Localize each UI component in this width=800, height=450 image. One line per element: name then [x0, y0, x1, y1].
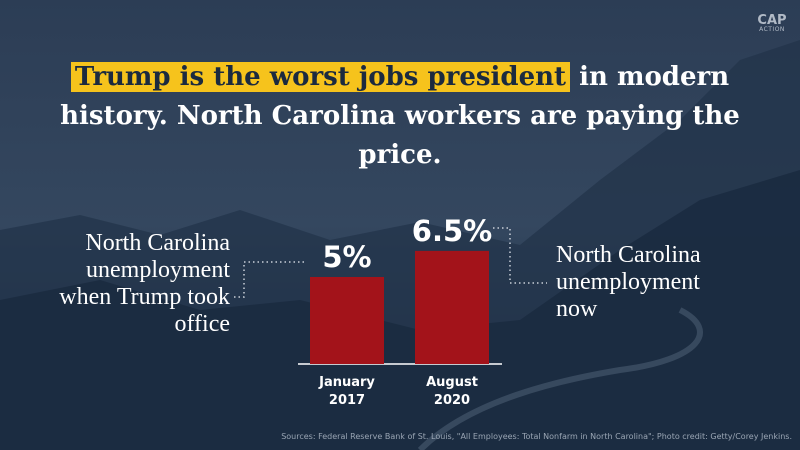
bar [310, 277, 384, 364]
title-rest: in modern history. North Carolina worker… [60, 62, 740, 170]
x-tick-label: January 2017 [319, 375, 375, 408]
value-label: 6.5% [412, 214, 492, 248]
connector [493, 227, 547, 284]
source: Sources: Federal Reserve Bank of St. Lou… [281, 432, 792, 441]
value-label: 5% [322, 240, 371, 274]
x-tick-label: August 2020 [426, 375, 478, 408]
connector [234, 261, 306, 298]
logo-sub: ACTION [759, 26, 785, 33]
logo: CAP ACTION [757, 14, 787, 33]
annotation: North Carolina unemployment when Trump t… [59, 230, 230, 337]
bar [415, 250, 489, 364]
title-highlight: Trump is the worst jobs president [70, 62, 571, 92]
logo-main: CAP [757, 13, 787, 28]
annotation: North Carolina unemployment now [556, 242, 701, 322]
title: Trump is the worst jobs president in mod… [30, 58, 770, 175]
